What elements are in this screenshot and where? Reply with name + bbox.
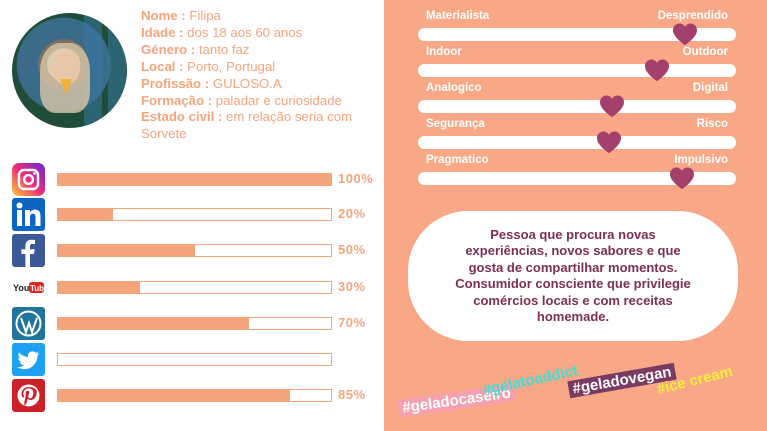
facebook-percent: 50%: [338, 242, 366, 257]
trait-track: [418, 172, 736, 185]
social-row-instagram: 100%: [12, 163, 382, 196]
twitter-icon: [12, 343, 45, 376]
trait-left-label: Indoor: [426, 46, 462, 58]
pinterest-percent: 85%: [338, 387, 366, 402]
trait-right-label: Risco: [696, 118, 728, 130]
profile-local: Local : Porto, Portugal: [141, 58, 276, 74]
wordpress-percent: 70%: [338, 315, 366, 330]
profile-formacao: Formação : paladar e curiosidade: [141, 92, 342, 108]
youtube-percent: 30%: [338, 279, 366, 294]
linkedin-icon: [12, 198, 45, 231]
trait-left-label: Segurança: [426, 118, 485, 130]
profile-genero: Género : tanto faz: [141, 41, 250, 57]
youtube-bar: [57, 281, 332, 294]
trait-slider-indoor: Indoor Outdoor: [418, 46, 736, 82]
trait-track: [418, 136, 736, 149]
svg-text:You: You: [13, 283, 29, 293]
persona-description-text: Pessoa que procura novas experiências, n…: [455, 226, 691, 325]
youtube-icon: YouTube: [12, 271, 45, 304]
trait-slider-analogico: Analogico Digital: [418, 82, 736, 118]
wordpress-icon: [12, 307, 45, 340]
avatar: [12, 13, 127, 128]
social-row-youtube: YouTube 30%: [12, 271, 382, 304]
social-row-pinterest: 85%: [12, 379, 382, 412]
trait-track: [418, 28, 736, 41]
facebook-bar: [57, 244, 332, 257]
linkedin-bar: [57, 208, 332, 221]
pinterest-bar: [57, 389, 332, 402]
instagram-percent: 100%: [338, 171, 374, 186]
heart-icon: [644, 58, 670, 82]
trait-slider-pragmatico: Pragmatico Impulsivo: [418, 154, 736, 190]
social-row-wordpress: 70%: [12, 307, 382, 340]
profile-idade: Idade : dos 18 aos 60 anos: [141, 24, 303, 40]
left-panel: Nome : Filipa Idade : dos 18 aos 60 anos…: [12, 8, 382, 412]
trait-left-label: Pragmatico: [426, 154, 489, 166]
instagram-icon: [12, 163, 45, 196]
trait-right-label: Digital: [692, 82, 728, 94]
heart-icon: [672, 22, 698, 46]
linkedin-percent: 20%: [338, 206, 366, 221]
social-row-twitter: [12, 343, 382, 376]
svg-text:Tube: Tube: [30, 284, 45, 293]
social-row-facebook: 50%: [12, 234, 382, 267]
right-panel: Materialista Desprendido Indoor Outdoor …: [384, 0, 767, 431]
profile-nome: Nome : Filipa: [141, 8, 221, 23]
trait-track: [418, 64, 736, 77]
trait-left-label: Materialista: [426, 10, 490, 22]
profile-profissao: Profissão : GULOSO.A: [141, 75, 282, 91]
profile-estado-civil: Estado civil : em relação seria com Sorv…: [141, 109, 353, 142]
heart-icon: [669, 166, 695, 190]
facebook-icon: [12, 234, 45, 267]
trait-right-label: Impulsivo: [674, 154, 728, 166]
trait-track: [418, 100, 736, 113]
profile-info: Nome : Filipa Idade : dos 18 aos 60 anos…: [141, 8, 381, 143]
trait-right-label: Outdoor: [682, 46, 728, 58]
persona-description-box: Pessoa que procura novas experiências, n…: [408, 211, 738, 341]
twitter-bar: [57, 353, 332, 366]
trait-right-label: Desprendido: [657, 10, 728, 22]
wordpress-bar: [57, 317, 332, 330]
trait-slider-seguranca: Segurança Risco: [418, 118, 736, 154]
social-row-linkedin: 20%: [12, 198, 382, 231]
pinterest-icon: [12, 379, 45, 412]
trait-left-label: Analogico: [426, 82, 482, 94]
trait-slider-materialista: Materialista Desprendido: [418, 10, 736, 46]
heart-icon: [599, 94, 625, 118]
hashtag-gelatoaddict: #gelatoaddict: [481, 362, 580, 399]
instagram-bar: [57, 173, 332, 186]
heart-icon: [596, 130, 622, 154]
